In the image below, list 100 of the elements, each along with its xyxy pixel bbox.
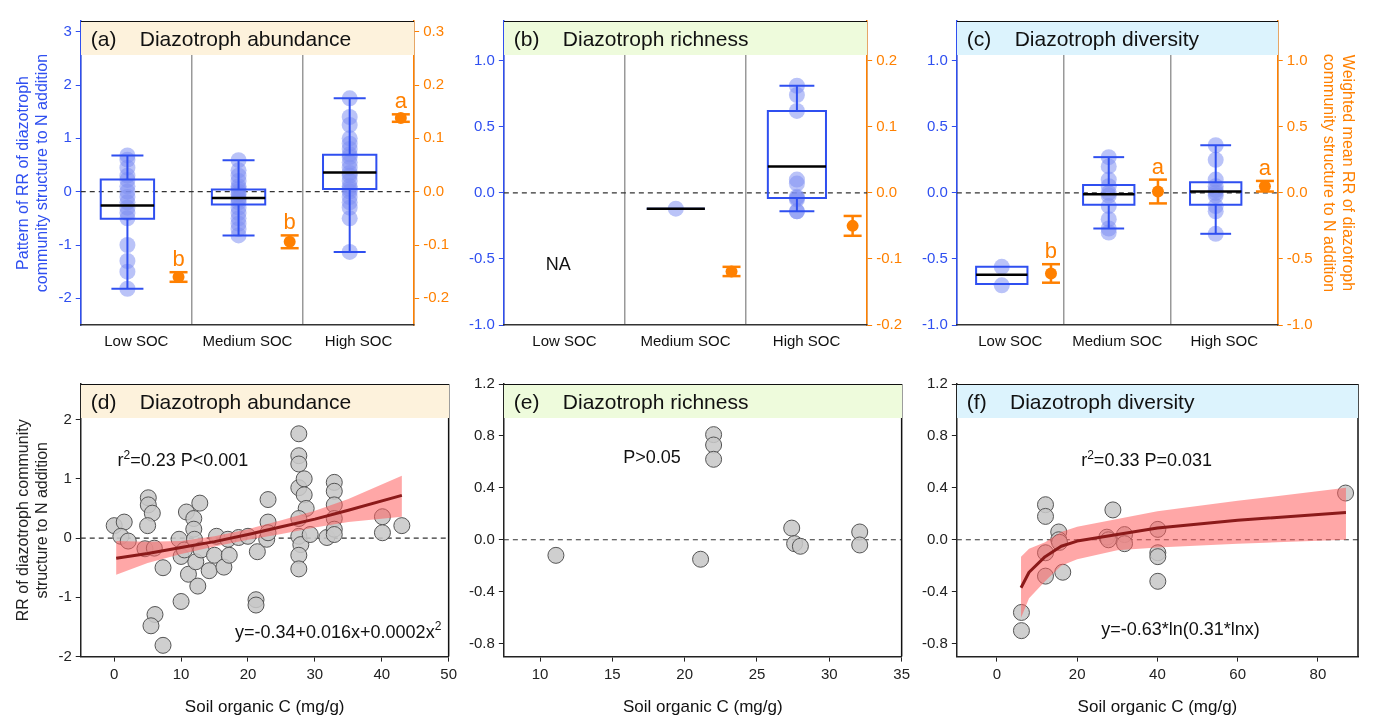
chart-title: (d) Diazotroph abundance	[90, 389, 352, 414]
data-label: a	[1258, 154, 1272, 180]
annotation: y=-0.63*ln(0.31*lnx)	[1101, 618, 1260, 639]
x-tick-label: 25	[748, 664, 766, 682]
y-tick-label: 0.0	[926, 529, 948, 547]
data-label: a	[1151, 153, 1165, 179]
chart-title: (f) Diazotroph diversity	[966, 389, 1195, 414]
data-label: b	[172, 246, 185, 272]
x-axis-title: Soil organic C (mg/g)	[184, 697, 345, 717]
y2-tick-label: -0.2	[876, 315, 903, 333]
y-tick-label: 0	[63, 181, 72, 199]
annotation: NA	[545, 254, 571, 275]
chart-title: (c) Diazotroph diversity	[966, 26, 1200, 51]
y-tick-label: -1.0	[921, 315, 948, 333]
y2-tick-label: -0.2	[423, 288, 450, 306]
y-tick-label: 0.4	[926, 477, 948, 495]
x-tick-label: Medium SOC	[640, 332, 731, 350]
y2-tick-label: -0.1	[876, 249, 903, 267]
chart-title: (e) Diazotroph richness	[513, 389, 749, 414]
y-tick-label: -1.0	[468, 315, 495, 333]
x-tick-label: 20	[676, 664, 694, 682]
y-tick-label: 1	[63, 128, 72, 146]
x-tick-label: 80	[1309, 664, 1327, 682]
y-tick-label: 1.0	[473, 50, 495, 68]
x-axis-title: Soil organic C (mg/g)	[622, 697, 783, 717]
y-tick-label: -0.8	[468, 633, 495, 651]
y-tick-label: 0.0	[926, 182, 948, 200]
y-tick-label: 1.2	[926, 374, 948, 392]
x-tick-label: Medium SOC	[202, 332, 293, 350]
y2-tick-label: 0.1	[876, 116, 898, 134]
y2-tick-label: 1.0	[1286, 50, 1308, 68]
x-tick-label: 20	[1068, 664, 1086, 682]
title-banner: (e) Diazotroph richness	[503, 384, 902, 418]
x-tick-label: 20	[239, 664, 257, 682]
x-tick-label: 0	[992, 664, 1002, 682]
x-tick-label: 10	[531, 664, 549, 682]
x-tick-label: Medium SOC	[1072, 332, 1163, 350]
y2-axis-title: Weighted mean RR of diazotroph community structure to N addition	[1320, 53, 1357, 293]
y-tick-label: 0.0	[473, 529, 495, 547]
title-banner: (d) Diazotroph abundance	[80, 384, 449, 418]
y-tick-label: -0.5	[468, 249, 495, 267]
x-tick-label: 60	[1229, 664, 1246, 682]
y-axis-title: Pattern of RR of diazotroph community structure to N addition	[14, 53, 51, 293]
y-tick-label: 0.5	[926, 116, 948, 134]
y2-tick-label: 0.2	[423, 75, 445, 93]
y-tick-label: -0.4	[468, 581, 495, 599]
y-tick-label: 1.0	[926, 50, 948, 68]
annotation: P>0.05	[623, 447, 681, 468]
title-banner: (c) Diazotroph diversity	[956, 21, 1278, 55]
y-tick-label: -2	[58, 646, 72, 664]
y-tick-label: 1.2	[473, 374, 495, 392]
x-axis-title: Soil organic C (mg/g)	[1077, 697, 1238, 717]
y-tick-label: 0.0	[473, 182, 495, 200]
x-tick-label: 10	[172, 664, 190, 682]
chart-title: (b) Diazotroph richness	[513, 26, 749, 51]
x-tick-label: High SOC	[324, 332, 393, 350]
x-tick-label: 30	[306, 664, 324, 682]
y2-tick-label: -1.0	[1286, 315, 1313, 333]
x-tick-label: High SOC	[1190, 332, 1259, 350]
title-banner: (a) Diazotroph abundance	[80, 21, 415, 55]
data-label: b	[283, 209, 296, 235]
y-tick-label: 1	[63, 468, 72, 486]
y2-tick-label: 0.1	[423, 128, 445, 146]
x-tick-label: 50	[440, 664, 457, 682]
y-tick-label: -0.8	[921, 633, 948, 651]
x-tick-label: Low SOC	[532, 332, 597, 350]
y-tick-label: -1	[58, 587, 72, 605]
y2-tick-label: 0.2	[876, 50, 898, 68]
y2-tick-label: -0.1	[423, 235, 450, 253]
y-tick-label: 2	[63, 75, 72, 93]
y-tick-label: 0.8	[473, 426, 495, 444]
y2-tick-label: 0.0	[876, 182, 898, 200]
y2-tick-label: 0.0	[1286, 182, 1308, 200]
x-tick-label: High SOC	[772, 332, 841, 350]
y-tick-label: -1	[58, 235, 72, 253]
data-label: a	[394, 88, 408, 114]
y-tick-label: 0	[63, 528, 72, 546]
y-tick-label: 0.4	[473, 477, 495, 495]
x-tick-label: 30	[820, 664, 838, 682]
data-label: b	[1044, 238, 1058, 264]
x-tick-label: 35	[893, 664, 910, 682]
x-tick-label: Low SOC	[978, 332, 1043, 350]
y-tick-label: -0.4	[921, 581, 948, 599]
y-axis-title: RR of diazotroph community structure to N addition	[14, 419, 51, 622]
y-tick-label: -2	[58, 288, 72, 306]
y2-tick-label: -0.5	[1286, 249, 1313, 267]
y2-tick-label: 0.5	[1286, 116, 1308, 134]
x-tick-label: 0	[110, 664, 119, 682]
x-tick-label: 40	[373, 664, 391, 682]
title-banner: (b) Diazotroph richness	[503, 21, 868, 55]
y-tick-label: 0.8	[926, 426, 948, 444]
title-banner: (f) Diazotroph diversity	[956, 384, 1358, 418]
y2-tick-label: 0.3	[423, 21, 445, 39]
y2-tick-label: 0.0	[423, 181, 445, 199]
y-tick-label: 3	[63, 21, 72, 39]
x-tick-label: Low SOC	[104, 332, 169, 350]
x-tick-label: 40	[1149, 664, 1166, 682]
y-tick-label: -0.5	[921, 249, 948, 267]
y-tick-label: 2	[63, 409, 72, 427]
y-tick-label: 0.5	[473, 116, 495, 134]
